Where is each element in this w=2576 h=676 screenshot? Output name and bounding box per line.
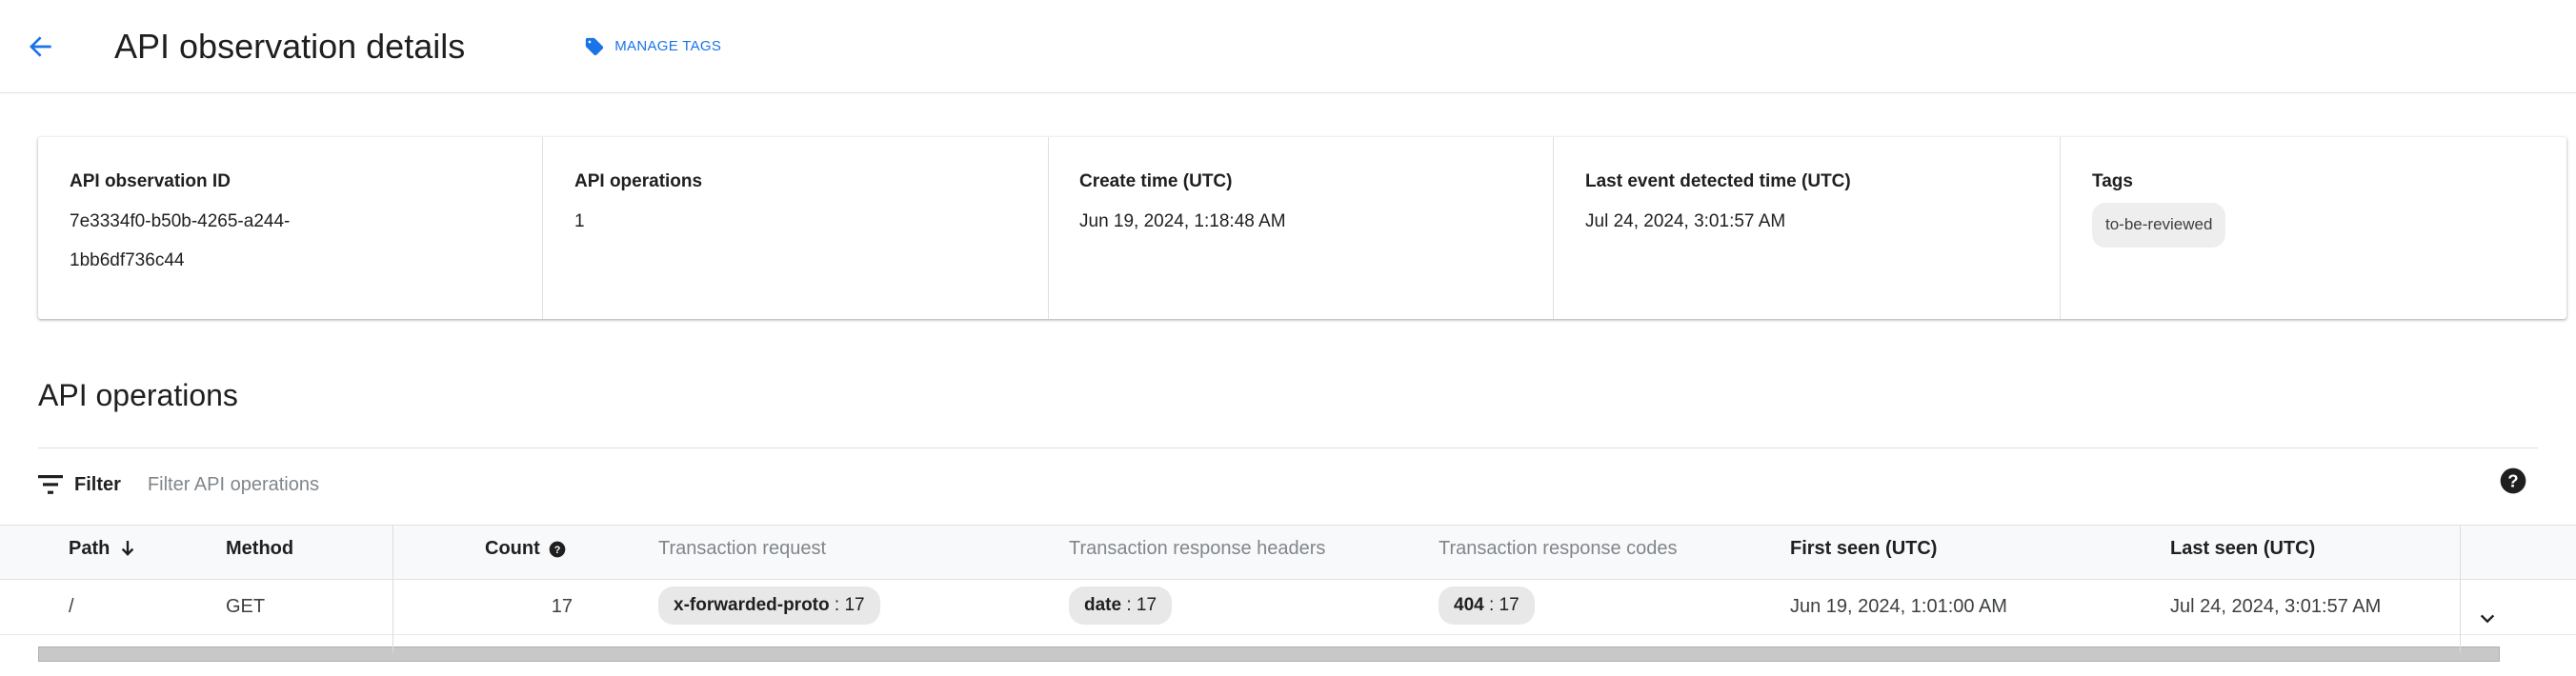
svg-text:?: ? <box>553 544 560 555</box>
svg-text:?: ? <box>2507 471 2518 491</box>
